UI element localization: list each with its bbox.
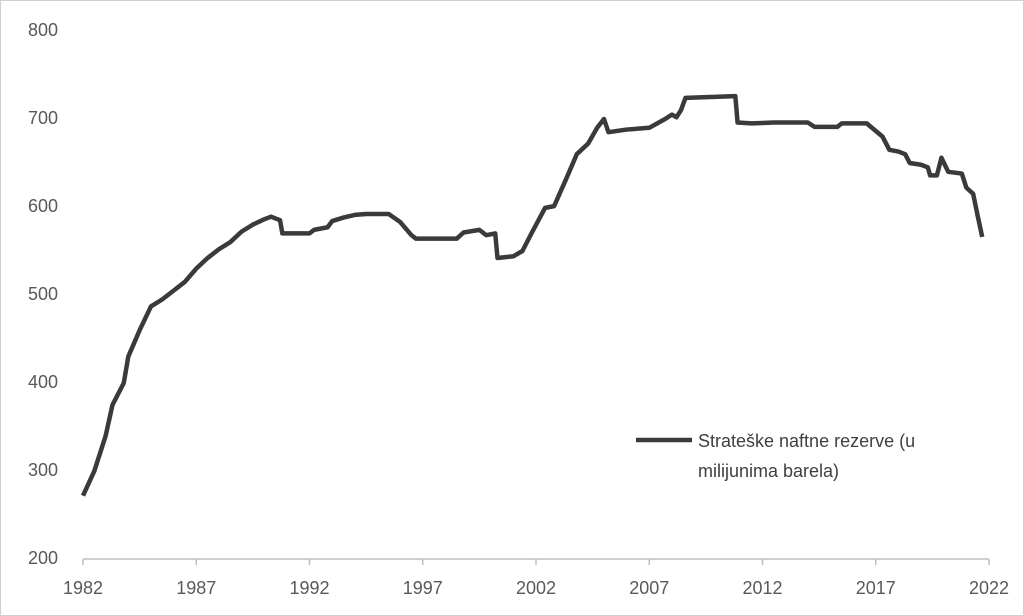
x-tick-label: 1987	[176, 578, 216, 598]
x-tick-label: 2002	[516, 578, 556, 598]
x-tick-label: 2007	[629, 578, 669, 598]
x-tick-label: 1997	[403, 578, 443, 598]
y-tick-label: 300	[28, 460, 58, 480]
y-tick-label: 200	[28, 548, 58, 568]
y-tick-label: 600	[28, 196, 58, 216]
y-tick-label: 400	[28, 372, 58, 392]
y-tick-label: 700	[28, 108, 58, 128]
x-tick-label: 2017	[856, 578, 896, 598]
y-tick-label: 800	[28, 20, 58, 40]
data-line	[80, 93, 985, 497]
x-tick-label: 2012	[742, 578, 782, 598]
legend-label: Strateške naftne rezerve (u milijunima b…	[698, 431, 916, 481]
x-tick-label: 1992	[289, 578, 329, 598]
y-tick-label: 500	[28, 284, 58, 304]
x-tick-label: 1982	[63, 578, 103, 598]
x-tick-label: 2022	[969, 578, 1009, 598]
